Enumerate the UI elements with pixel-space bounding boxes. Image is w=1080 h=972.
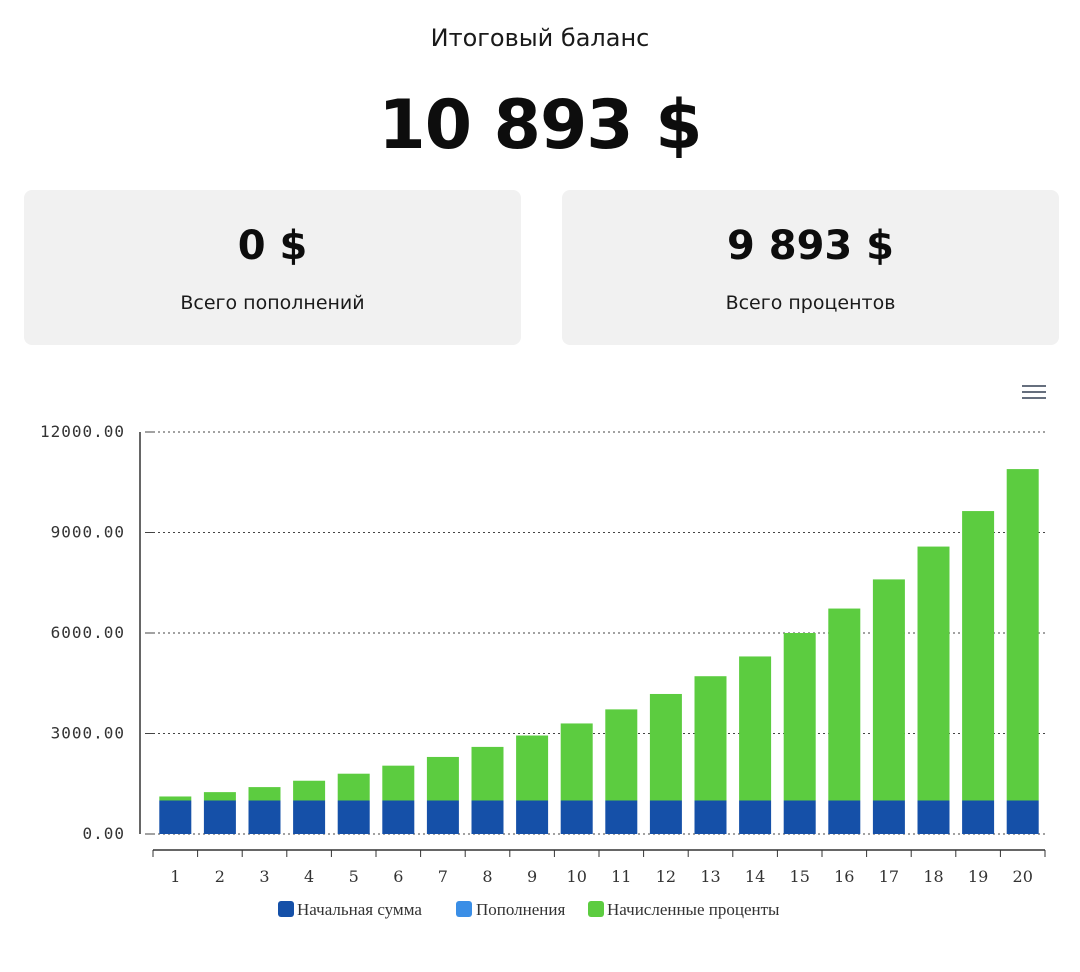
bar-segment <box>872 800 905 834</box>
x-tick-label: 5 <box>349 867 359 886</box>
legend-swatch <box>456 901 472 917</box>
bar-segment <box>783 633 816 801</box>
x-tick-label: 8 <box>482 867 492 886</box>
bar-segment <box>293 800 326 834</box>
final-balance-value: 10 893 $ <box>378 86 702 165</box>
bar-segment <box>159 800 192 834</box>
x-tick-label: 16 <box>834 867 854 886</box>
bar-segment <box>917 800 950 834</box>
bar-segment <box>962 800 995 834</box>
y-tick-label: 9000.00 <box>51 523 125 542</box>
bar-segment <box>962 511 995 801</box>
legend-label: Пополнения <box>476 900 565 919</box>
total-deposits-amount: 0 $ <box>237 223 308 269</box>
x-tick-label: 7 <box>438 867 448 886</box>
bar-segment <box>917 546 950 801</box>
x-tick-label: 13 <box>700 867 720 886</box>
bar-segment <box>471 746 504 801</box>
bar-segment <box>783 800 816 834</box>
x-tick-label: 1 <box>170 867 180 886</box>
bar-segment <box>382 800 415 834</box>
legend-swatch <box>588 901 604 917</box>
page-title: Итоговый баланс <box>430 24 650 52</box>
bar-segment <box>739 800 772 834</box>
bar-segment <box>828 608 861 801</box>
bar-segment <box>426 800 459 834</box>
y-tick-label: 6000.00 <box>51 623 125 642</box>
x-tick-label: 6 <box>393 867 403 886</box>
x-tick-label: 15 <box>790 867 810 886</box>
bar-segment <box>605 800 638 834</box>
legend-label: Начальная сумма <box>297 900 422 919</box>
bar-segment <box>337 800 370 834</box>
bar-segment <box>560 723 593 801</box>
bar-segment <box>872 579 905 801</box>
chart-menu-icon[interactable] <box>1022 385 1046 405</box>
bar-segment <box>337 773 370 801</box>
x-tick-label: 11 <box>611 867 631 886</box>
bar-segment <box>203 792 236 801</box>
bar-segment <box>694 676 727 801</box>
bar-segment <box>828 800 861 834</box>
bar-segment <box>516 735 549 801</box>
bar-segment <box>248 800 281 834</box>
legend-swatch <box>278 901 294 917</box>
bar-segment <box>605 709 638 801</box>
bar-segment <box>248 787 281 801</box>
bar-segment <box>1006 469 1039 801</box>
x-tick-label: 4 <box>304 867 314 886</box>
bar-segment <box>203 800 236 834</box>
x-tick-label: 2 <box>215 867 225 886</box>
x-tick-label: 17 <box>879 867 899 886</box>
bar-segment <box>739 656 772 801</box>
y-tick-label: 3000.00 <box>51 724 125 743</box>
y-tick-label: 12000.00 <box>40 422 125 441</box>
x-tick-label: 3 <box>259 867 269 886</box>
x-tick-label: 9 <box>527 867 537 886</box>
bar-segment <box>382 765 415 801</box>
bar-segment <box>694 800 727 834</box>
bar-segment <box>426 756 459 801</box>
bar-segment <box>516 800 549 834</box>
x-tick-label: 12 <box>656 867 676 886</box>
bar-segment <box>293 780 326 801</box>
bar-segment <box>1006 800 1039 834</box>
x-tick-label: 10 <box>567 867 587 886</box>
bar-segment <box>159 796 192 801</box>
total-interest-amount: 9 893 $ <box>726 223 894 269</box>
x-tick-label: 14 <box>745 867 765 886</box>
total-deposits-label: Всего пополнений <box>180 292 365 314</box>
bar-segment <box>649 800 682 834</box>
x-tick-label: 18 <box>923 867 943 886</box>
total-interest-label: Всего процентов <box>725 292 896 314</box>
total-deposits-card: 0 $ Всего пополнений <box>24 190 521 345</box>
bar-segment <box>649 693 682 801</box>
total-interest-card: 9 893 $ Всего процентов <box>562 190 1059 345</box>
legend-label: Начисленные проценты <box>607 900 780 919</box>
x-tick-label: 20 <box>1013 867 1033 886</box>
y-tick-label: 0.00 <box>82 824 125 843</box>
bar-segment <box>560 800 593 834</box>
x-tick-label: 19 <box>968 867 988 886</box>
bar-segment <box>471 800 504 834</box>
